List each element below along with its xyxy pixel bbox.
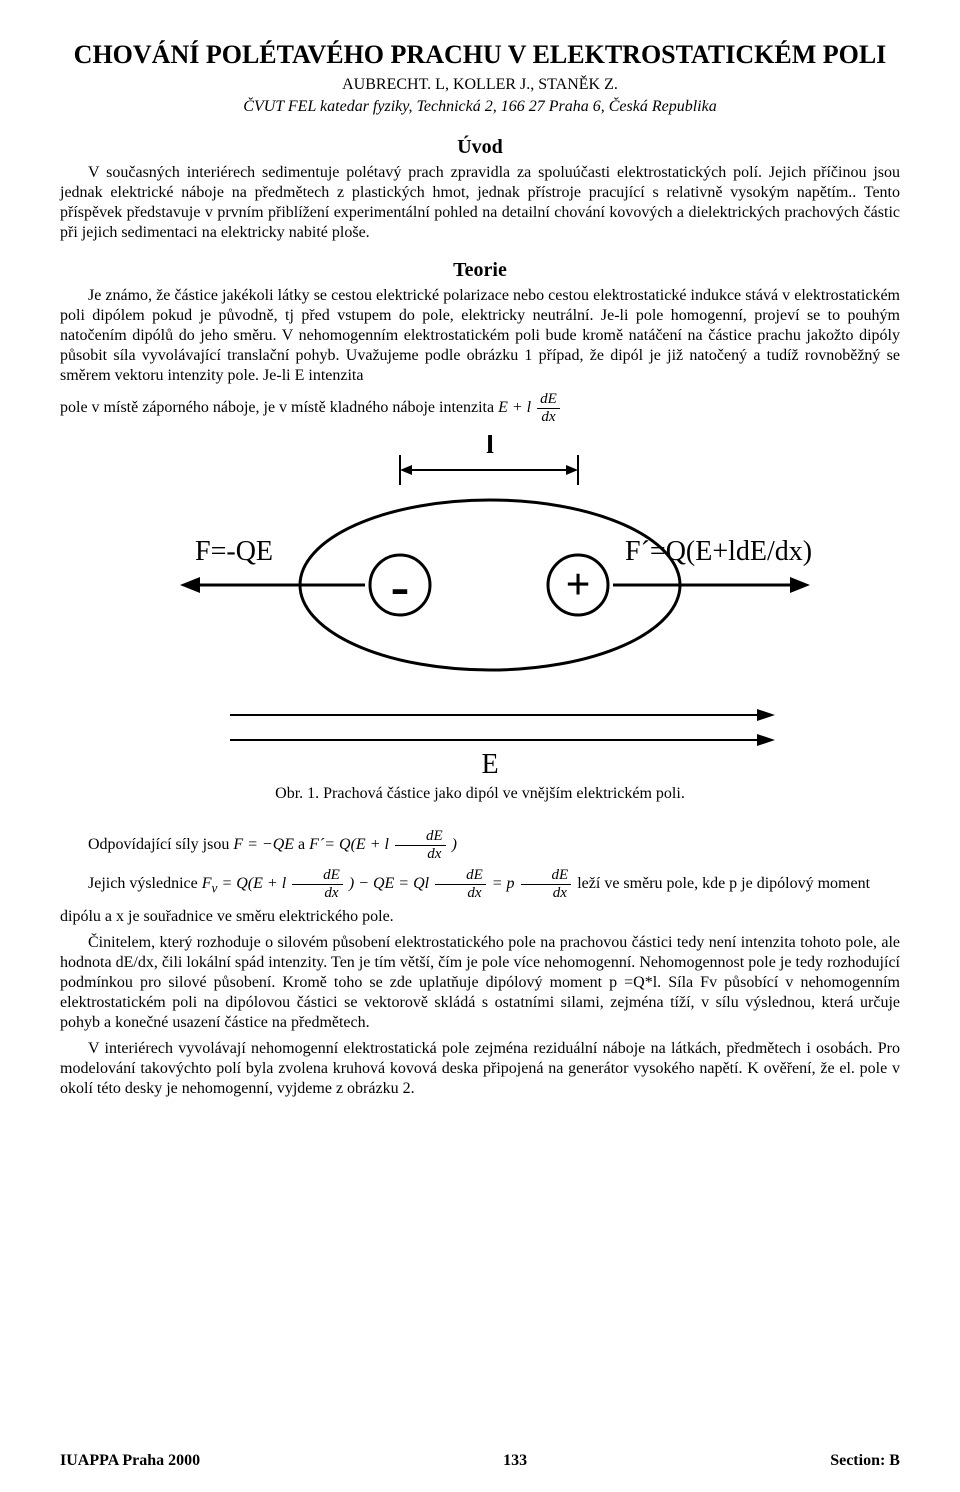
- eq-Fv-F: F: [202, 875, 212, 892]
- l-marker-right-arrow: [566, 465, 578, 475]
- frac-den-dx-3: dx: [292, 885, 343, 901]
- paper-authors: AUBRECHT. L, KOLLER J., STANĚK Z.: [60, 76, 900, 94]
- frac-den-dx-4: dx: [435, 885, 486, 901]
- theory-p2-pre: pole v místě záporného náboje, je v míst…: [60, 399, 498, 416]
- footer-page-number: 133: [503, 1452, 527, 1470]
- figure-label-E: E: [481, 749, 498, 775]
- fraction-dE-dx-2: dE dx: [395, 829, 446, 862]
- eq-Fv-sub: v: [212, 880, 218, 895]
- theory-paragraph-3: Činitelem, který rozhoduje o silovém půs…: [60, 933, 900, 1033]
- section-heading-theory: Teorie: [60, 259, 900, 282]
- intro-paragraph: V současných interiérech sedimentuje pol…: [60, 163, 900, 243]
- minus-sign: -: [391, 556, 410, 618]
- eq-and: a: [298, 836, 309, 853]
- frac-num-dE: dE: [537, 392, 560, 409]
- plus-sign: +: [565, 560, 590, 609]
- footer-left: IUAPPA Praha 2000: [60, 1452, 200, 1470]
- force-right-arrow-head: [790, 577, 810, 593]
- figure-label-l: l: [486, 435, 494, 460]
- paper-title: CHOVÁNÍ POLÉTAVÉHO PRACHU V ELEKTROSTATI…: [60, 40, 900, 70]
- eq-Fv-mid2: ) − QE = Ql: [349, 875, 429, 892]
- force-left-arrow-head: [180, 577, 200, 593]
- inline-formula-E-plus-l: E + l: [498, 399, 531, 416]
- fraction-dE-dx-4: dE dx: [435, 868, 486, 901]
- eq-forces-pre: Odpovídající síly jsou: [88, 836, 233, 853]
- eq-result-post: leží ve směru pole, kde p je dipólový mo…: [577, 875, 870, 892]
- frac-num-dE-2: dE: [395, 829, 446, 846]
- figure-label-F-plus: F´=Q(E+ldE/dx): [625, 536, 812, 567]
- E-field-arrow-1: [757, 709, 775, 721]
- equation-forces: Odpovídající síly jsou F = −QE a F´= Q(E…: [60, 829, 900, 862]
- frac-den-dx: dx: [537, 409, 560, 425]
- figure-1-dipole: l - + F=-QE F´=Q(E+ldE/dx) E: [60, 435, 900, 775]
- paragraph-after-eq: dipólu a x je souřadnice ve směru elektr…: [60, 907, 900, 927]
- equation-resultant: Jejich výslednice Fv = Q(E + l dE dx ) −…: [60, 868, 900, 901]
- figure-1-svg: l - + F=-QE F´=Q(E+ldE/dx) E: [100, 435, 860, 775]
- paper-affiliation: ČVUT FEL katedar fyziky, Technická 2, 16…: [60, 98, 900, 116]
- eq-result-pre: Jejich výslednice: [88, 875, 202, 892]
- fraction-dE-dx-inline: dE dx: [537, 392, 560, 425]
- eq-F: F = −QE: [233, 836, 294, 853]
- E-field-arrow-2: [757, 734, 775, 746]
- l-marker-left-arrow: [400, 465, 412, 475]
- theory-paragraph-2: pole v místě záporného náboje, je v míst…: [60, 392, 900, 425]
- eq-Fprime-post: ): [452, 836, 457, 853]
- eq-Fv-mid1: = Q(E + l: [221, 875, 286, 892]
- frac-den-dx-5: dx: [521, 885, 572, 901]
- frac-den-dx-2: dx: [395, 846, 446, 862]
- authors-text: AUBRECHT. L, KOLLER J., STANĚK Z.: [342, 76, 618, 93]
- frac-num-dE-3: dE: [292, 868, 343, 885]
- page-footer: IUAPPA Praha 2000 133 Section: B: [60, 1452, 900, 1470]
- eq-Fprime-pre: F´= Q(E + l: [309, 836, 389, 853]
- section-heading-intro: Úvod: [60, 136, 900, 159]
- frac-num-dE-4: dE: [435, 868, 486, 885]
- footer-right: Section: B: [830, 1452, 900, 1470]
- figure-label-F-minus: F=-QE: [195, 536, 273, 567]
- fraction-dE-dx-5: dE dx: [521, 868, 572, 901]
- figure-1-caption: Obr. 1. Prachová částice jako dipól ve v…: [60, 785, 900, 803]
- theory-paragraph-1: Je známo, že částice jakékoli látky se c…: [60, 286, 900, 386]
- theory-paragraph-4: V interiérech vyvolávají nehomogenní ele…: [60, 1039, 900, 1099]
- frac-num-dE-5: dE: [521, 868, 572, 885]
- eq-Fv-mid3: = p: [492, 875, 515, 892]
- fraction-dE-dx-3: dE dx: [292, 868, 343, 901]
